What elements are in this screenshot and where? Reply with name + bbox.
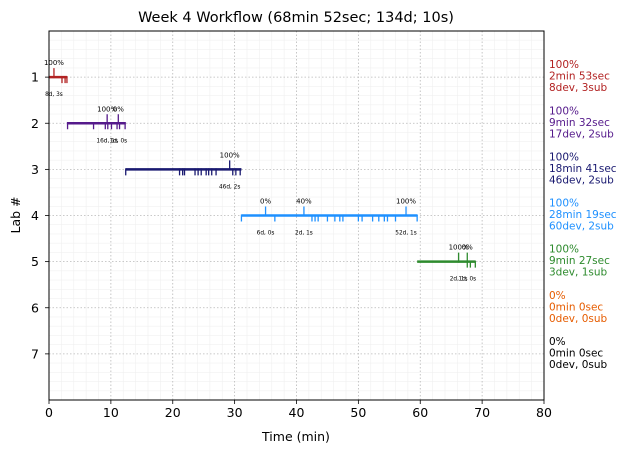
lab-4-pct-label: 0% — [260, 198, 271, 206]
lab-4-count-label: 2d, 1s — [295, 231, 313, 237]
lab-3-pct-label: 100% — [220, 151, 240, 159]
y-tick-label: 2 — [31, 116, 39, 131]
lab-4-pct-label: 100% — [396, 198, 416, 206]
lab-4-count-label: 52d, 1s — [395, 231, 416, 237]
x-axis-ticks: 0 10 20 30 40 50 60 70 80 — [45, 400, 552, 420]
lab-2-summary-line: 100% — [549, 105, 579, 117]
chart-title: Week 4 Workflow (68min 52sec; 134d; 10s) — [138, 10, 454, 26]
x-tick-label: 20 — [165, 405, 181, 420]
series-layer: 100% 8d, 3s 100% 16d, 1s 0% 1d, 0s 100% 46d, 2s… — [44, 59, 476, 283]
lab-1-pct-label: 100% — [44, 59, 64, 67]
lab-2-summary-line: 9min 32sec — [549, 117, 610, 129]
y-tick-label: 5 — [31, 254, 39, 269]
lab-2-pct-label: 0% — [113, 105, 124, 113]
lab-1-count-label: 8d, 3s — [45, 92, 63, 98]
lab-5-summary-line: 9min 27sec — [549, 255, 610, 267]
lab-3-summary-line: 46dev, 2sub — [549, 174, 614, 186]
lab-1-summary-line: 100% — [549, 59, 579, 71]
lab-4-summary-line: 28min 19sec — [549, 209, 617, 221]
lab-3-summary-line: 18min 41sec — [549, 163, 617, 175]
x-tick-label: 40 — [289, 405, 305, 420]
lab-5-count-label: 2d, 1s — [450, 277, 468, 283]
y-tick-label: 6 — [31, 300, 39, 315]
y-axis-label: Lab # — [8, 196, 23, 233]
x-tick-label: 80 — [536, 405, 552, 420]
lab-3-count-label: 46d, 2s — [219, 184, 240, 190]
lab-5-summary-line: 3dev, 1sub — [549, 267, 608, 279]
y-tick-label: 7 — [31, 346, 39, 361]
lab-6-summary-line: 0dev, 0sub — [549, 313, 608, 325]
lab-1-summary-line: 2min 53sec — [549, 71, 610, 83]
lab-4-pct-label: 40% — [296, 198, 312, 206]
lab-7-summary-line: 0% — [549, 336, 566, 348]
x-axis-label: Time (min) — [261, 429, 330, 444]
lab-5-count-label: 1d, 0s — [458, 277, 476, 283]
x-tick-label: 0 — [45, 405, 53, 420]
lab-5-summary-line: 100% — [549, 244, 579, 256]
lab-4-summary-line: 60dev, 2sub — [549, 221, 614, 233]
y-tick-label: 3 — [31, 162, 39, 177]
lab-1-summary-line: 8dev, 3sub — [549, 82, 608, 94]
x-tick-label: 60 — [412, 405, 428, 420]
lab-7-summary-line: 0dev, 0sub — [549, 359, 608, 371]
y-axis-ticks: 1 2 3 4 5 6 7 — [31, 70, 49, 361]
y-tick-label: 4 — [31, 208, 39, 223]
lab-6-summary-line: 0% — [549, 290, 566, 302]
x-tick-label: 10 — [103, 405, 119, 420]
lab-2-count-label: 16d, 1s — [96, 138, 117, 144]
lab-4-count-label: 6d, 0s — [257, 231, 275, 237]
lab-2-count-label: 1d, 0s — [109, 138, 127, 144]
lab-5-pct-label: 0% — [462, 244, 473, 252]
lab-2-pct-label: 100% — [97, 105, 117, 113]
x-tick-label: 30 — [227, 405, 243, 420]
x-tick-label: 50 — [350, 405, 366, 420]
x-tick-label: 70 — [474, 405, 490, 420]
lab-4-summary-line: 100% — [549, 198, 579, 210]
lab-3-summary-line: 100% — [549, 151, 579, 163]
y-tick-label: 1 — [31, 70, 39, 85]
lab-6-summary-line: 0min 0sec — [549, 301, 603, 313]
lab-7-summary-line: 0min 0sec — [549, 347, 603, 359]
lab-5-pct-label: 100% — [449, 244, 469, 252]
lab-2-summary-line: 17dev, 2sub — [549, 128, 614, 140]
